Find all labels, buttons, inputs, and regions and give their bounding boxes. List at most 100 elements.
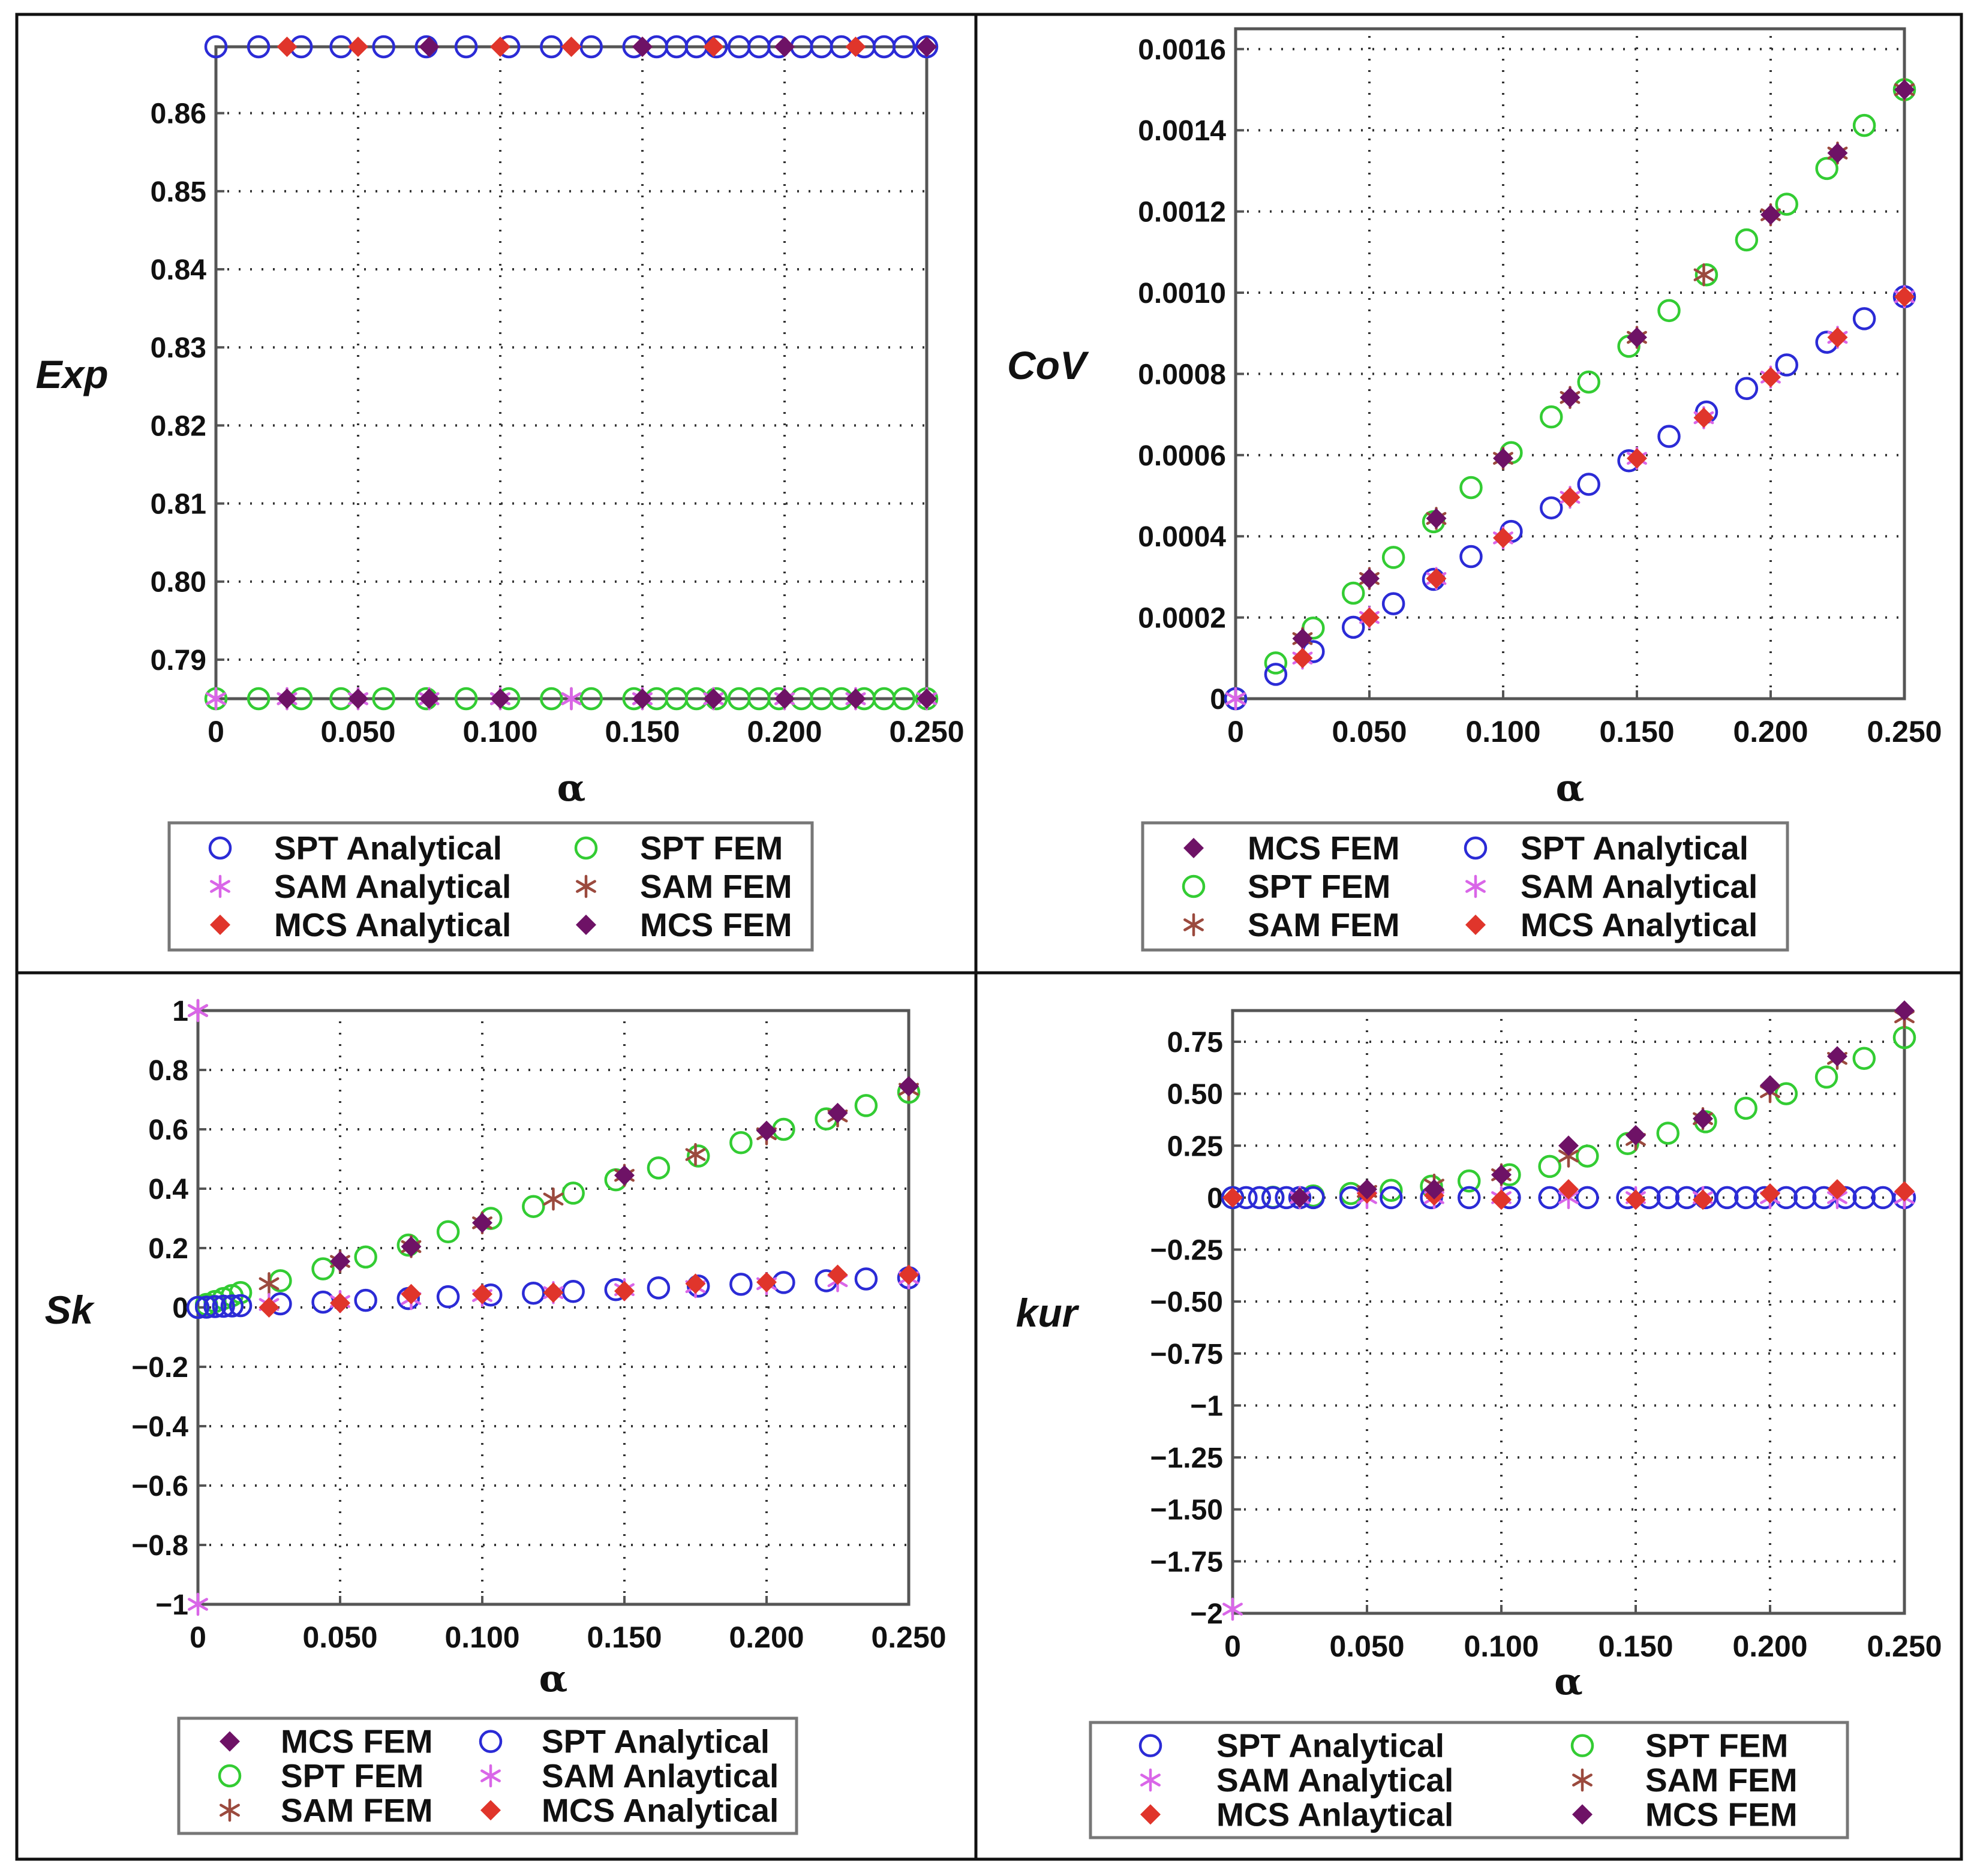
legend-label: MCS FEM [640,906,792,943]
data-point [1426,508,1447,529]
data-point [229,1294,253,1318]
legend-marker [1464,836,1488,860]
legend-label: SAM Analytical [274,868,511,905]
kur-x-tick-label: 0.200 [1732,1630,1807,1663]
exp-legend: SPT Analytical SPT FEM SAM Analytical SAM F… [167,821,814,952]
data-point [1560,387,1581,408]
legend-marker [1465,874,1486,898]
data-point [1264,663,1288,686]
exp-x-axis-label: α [557,766,586,810]
data-point [1894,286,1915,307]
data-point [203,1295,227,1318]
data-point [892,687,916,711]
data-point [1894,1181,1915,1202]
legend-label: MCS Analytical [274,906,511,943]
sk-y-tick-label: 0.8 [148,1055,188,1087]
kur-y-tick-label: −2 [1190,1598,1223,1630]
cov-x-tick-label: 0.250 [1867,715,1942,748]
legend-marker [1138,1734,1162,1757]
legend-marker [220,1799,240,1822]
legend-marker [218,1764,242,1788]
cov-y-tick-label: 0.0002 [1138,603,1226,635]
data-point [1760,1183,1780,1204]
data-point [1626,1125,1646,1146]
cov-data-points [1224,78,1916,711]
legend-marker [1572,1804,1593,1825]
legend-label: SAM FEM [1248,906,1400,943]
kur-gridlines [1233,1011,1904,1613]
data-point [561,687,582,711]
legend-marker [208,836,232,860]
data-point [1693,407,1714,428]
kur-x-tick-label: 0.050 [1329,1630,1404,1663]
data-point [1656,1122,1680,1145]
legend-label: SPT FEM [1645,1727,1788,1764]
data-point [1292,628,1313,649]
data-point [348,37,368,57]
data-point [1292,648,1313,669]
data-point [522,1195,545,1218]
data-point [1457,1169,1481,1193]
data-point [1815,157,1838,181]
data-point [1715,1186,1739,1210]
data-point [212,1294,235,1318]
data-point [247,687,271,711]
data-point [204,35,228,59]
data-point [1222,1187,1243,1208]
cov-y-tick-label: 0.0012 [1138,197,1226,229]
data-point [472,1283,492,1304]
data-point [1558,1179,1579,1200]
data-point [1538,1155,1561,1178]
data-point [1735,377,1759,401]
data-point [756,1120,777,1141]
data-point [1491,1164,1512,1185]
data-point [1694,263,1718,287]
data-point [1225,687,1246,711]
legend-marker [576,915,596,935]
cov-series-mcs-analytical [1292,286,1915,669]
data-point [543,1282,564,1303]
data-point [899,1264,919,1285]
data-point [632,689,653,709]
data-point [685,1273,706,1294]
data-point [917,689,937,709]
data-point [845,689,866,709]
data-point [354,1288,377,1312]
cov-x-tick-label: 0.050 [1332,715,1407,748]
data-point [454,687,478,711]
data-point [1577,370,1600,394]
sk-x-axis-label: α [539,1656,568,1700]
data-point [1626,1189,1646,1210]
kur-x-tick-label: 0.100 [1464,1630,1539,1663]
legend-label: SPT FEM [1248,868,1390,905]
legend-marker [480,1764,501,1788]
data-point [774,689,795,709]
data-point [1827,1179,1847,1200]
data-point [1264,651,1288,675]
data-point [614,1165,635,1186]
data-point [206,687,226,711]
kur-plot-frame [1231,1009,1906,1615]
cov-legend: MCS FEM SPT Analytical SPT FEM SAM Analytic… [1141,821,1789,952]
data-point [1827,143,1848,164]
kur-y-tick-label: 0.50 [1167,1079,1223,1111]
legend-label: SPT Analytical [542,1723,770,1760]
data-point [1341,581,1365,605]
data-point [330,1251,350,1272]
data-point [1261,1186,1285,1210]
data-point [1381,592,1405,615]
data-point [401,1283,422,1304]
data-point [1540,405,1563,429]
data-point [1222,1597,1243,1621]
legend-label: SAM Anlaytical [542,1757,779,1794]
data-point [1693,1108,1713,1129]
data-point [1852,307,1876,330]
data-point [1426,568,1447,589]
kur-x-tick-label: 0 [1224,1630,1241,1663]
cov-y-tick-label: 0.0010 [1138,278,1226,309]
data-point [1735,228,1759,252]
data-point [561,1280,585,1303]
legend-label: SPT Analytical [274,829,502,867]
data-point [1341,615,1365,639]
data-point [543,1187,564,1211]
